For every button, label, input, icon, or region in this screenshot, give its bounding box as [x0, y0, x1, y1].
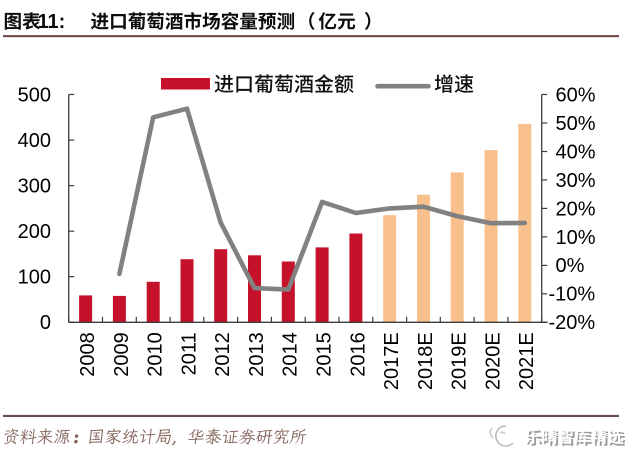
svg-text:30%: 30% [556, 170, 596, 192]
svg-text:10%: 10% [556, 227, 596, 249]
svg-text:2011: 2011 [178, 332, 200, 375]
svg-text:2015: 2015 [314, 332, 336, 377]
svg-text:-10%: -10% [549, 284, 596, 306]
svg-text:0: 0 [40, 312, 51, 334]
svg-text:200: 200 [18, 221, 51, 243]
svg-text:-20%: -20% [549, 312, 596, 334]
svg-text:2009: 2009 [111, 332, 133, 377]
svg-text:11:: 11: [38, 11, 66, 33]
svg-text:2013: 2013 [246, 332, 268, 377]
svg-text:100: 100 [18, 267, 51, 289]
svg-text:500: 500 [18, 84, 51, 106]
svg-text:60%: 60% [556, 84, 596, 106]
svg-text:400: 400 [18, 130, 51, 152]
svg-text:2020E: 2020E [482, 332, 504, 390]
svg-text:2021E: 2021E [516, 332, 538, 390]
svg-text:300: 300 [18, 176, 51, 198]
svg-text:50%: 50% [556, 113, 596, 135]
svg-text:2014: 2014 [280, 332, 302, 377]
svg-text:20%: 20% [556, 198, 596, 220]
svg-text:2018E: 2018E [415, 332, 437, 390]
svg-text:2017E: 2017E [381, 332, 403, 390]
svg-text:2008: 2008 [77, 332, 99, 377]
svg-text:2016: 2016 [347, 332, 369, 377]
svg-text:40%: 40% [556, 141, 596, 163]
svg-text:2012: 2012 [212, 332, 234, 377]
svg-text:2010: 2010 [145, 332, 167, 377]
svg-text:2019E: 2019E [449, 332, 471, 390]
svg-text:0%: 0% [556, 255, 585, 277]
